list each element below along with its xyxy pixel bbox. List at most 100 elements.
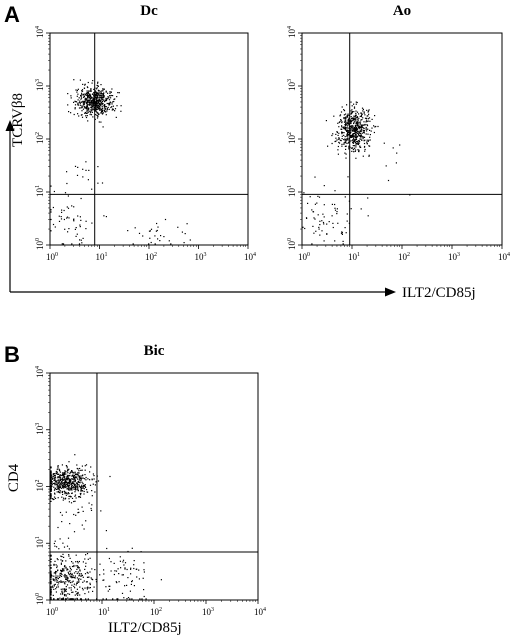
event-dot [348,134,350,136]
event-dot [343,109,345,111]
event-dot [81,506,83,508]
event-dot [358,128,360,130]
event-dot [68,587,70,589]
event-dot [50,495,52,497]
event-dot [96,114,98,116]
event-dot [74,495,76,497]
event-dot [102,579,104,581]
event-dot [64,565,66,567]
event-dot [358,151,360,153]
event-dot [344,124,346,126]
cluster-ao-3 [347,142,411,196]
event-dot [322,221,325,224]
event-dot [63,556,65,558]
event-dot [84,106,86,108]
event-dot [350,122,352,124]
event-dot [63,209,65,212]
event-dot [352,141,354,144]
event-dot [79,586,81,588]
event-dot [80,480,82,482]
event-dot [73,220,75,222]
event-dot [80,477,82,479]
event-dot [366,141,368,143]
event-dot [71,475,73,477]
event-dot [59,490,62,492]
event-dot [90,102,92,104]
event-dot [366,109,368,111]
event-dot [83,485,85,487]
event-dot [101,182,104,184]
event-dot [84,100,86,102]
event-dot [78,560,80,563]
event-dot [110,561,112,563]
event-dot [66,477,68,479]
event-dot [322,213,324,215]
cluster-dc-1 [67,79,122,128]
event-dot [65,473,67,475]
event-dot [361,129,363,131]
event-dot [367,215,369,217]
event-dot [107,96,109,98]
event-dot [353,128,355,130]
event-dot [67,469,69,471]
event-dot [95,114,97,116]
event-dot [336,131,338,134]
event-dot [362,108,364,110]
event-dot [93,100,95,102]
event-dot [89,95,91,97]
event-dot [311,243,313,245]
event-dot [351,112,353,114]
event-dot [91,93,94,95]
event-dot [334,209,337,211]
event-dot [346,130,348,132]
event-dot [91,568,93,570]
event-dot [73,79,75,81]
event-dot [58,470,61,472]
event-dot [101,97,103,99]
event-dot [70,478,72,480]
event-dot [72,478,74,480]
event-dot [367,120,369,122]
event-dot [109,103,111,105]
event-dot [84,568,86,570]
event-dot [99,90,101,92]
event-dot [93,107,95,109]
event-dot [73,484,75,486]
event-dot [71,243,73,245]
event-dot [69,557,71,559]
event-dot [55,477,57,479]
event-dot [95,96,97,98]
event-dot [87,81,89,84]
event-dot [87,586,89,588]
event-dot [107,590,109,592]
event-dot [88,103,90,105]
event-dot [50,582,52,584]
event-dot [99,107,101,109]
event-dot [67,195,69,197]
event-dot [396,152,398,154]
event-dot [347,176,349,178]
event-dot [365,126,367,129]
event-dot [76,91,78,93]
event-dot [78,580,80,582]
event-dot [96,87,98,89]
event-dot [95,103,97,105]
cluster-bic-2 [50,542,112,600]
event-dot [58,491,60,493]
event-dot [71,584,73,586]
event-dot [370,130,372,132]
event-dot [88,587,90,589]
event-dot [360,138,362,140]
event-dot [93,93,95,95]
event-dot [76,581,78,583]
event-dot [75,482,77,484]
event-dot [85,228,87,230]
event-dot [325,120,327,122]
event-dot [53,482,55,485]
event-dot [116,105,118,107]
event-dot [53,572,55,574]
event-dot [341,231,343,233]
event-dot [361,112,363,114]
event-dot [362,138,364,140]
event-dot [120,567,122,569]
